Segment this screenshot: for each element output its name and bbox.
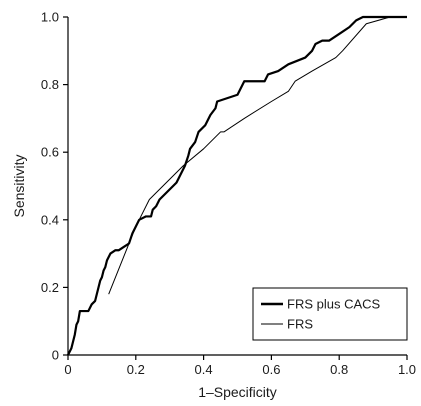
y-axis-ticks: 0 0.2 0.4 0.6 0.8 1.0 xyxy=(41,10,68,363)
series-line-frs-plus-cacs xyxy=(67,15,407,356)
plot-area: 0 0.2 0.4 0.6 0.8 1.0 0 0.2 0.4 0.6 0.8 1.0 xyxy=(41,10,416,378)
x-tick-label: 0.2 xyxy=(127,362,145,377)
y-tick-label: 0.8 xyxy=(41,77,59,92)
y-tick-label: 0.4 xyxy=(41,212,59,227)
x-axis-title: 1–Specificity xyxy=(198,384,277,400)
legend-box xyxy=(252,287,408,341)
series-layer xyxy=(67,15,407,356)
x-tick-label: 0.6 xyxy=(262,362,280,377)
legend: FRS plus CACS FRS xyxy=(252,287,408,341)
y-tick-label: 0.6 xyxy=(41,145,59,160)
x-tick-label: 0.4 xyxy=(195,362,213,377)
legend-label-frs: FRS xyxy=(287,317,313,332)
y-axis-title: Sensitivity xyxy=(11,154,27,217)
y-tick-label: 1.0 xyxy=(41,10,59,25)
legend-label-frs-plus-cacs: FRS plus CACS xyxy=(287,297,381,312)
x-tick-label: 0 xyxy=(64,362,71,377)
x-axis-ticks: 0 0.2 0.4 0.6 0.8 1.0 xyxy=(64,355,416,377)
series-line-frs xyxy=(108,16,407,295)
x-tick-label: 1.0 xyxy=(398,362,416,377)
y-tick-label: 0 xyxy=(52,348,59,363)
x-tick-label: 0.8 xyxy=(330,362,348,377)
y-tick-label: 0.2 xyxy=(41,280,59,295)
